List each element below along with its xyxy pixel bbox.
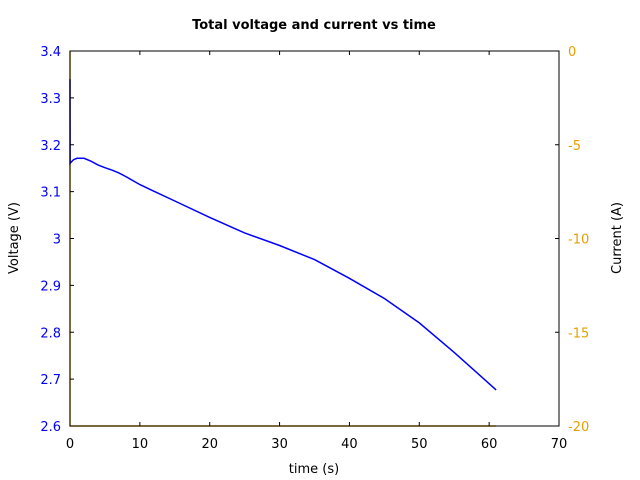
y2-tick-label: -20 bbox=[568, 420, 589, 435]
chart-title: Total voltage and current vs time bbox=[192, 18, 436, 33]
y-tick-label: 2.8 bbox=[40, 326, 61, 341]
y2-tick-label: 0 bbox=[568, 45, 576, 60]
x-tick-label: 10 bbox=[132, 437, 149, 452]
voltage-series-line bbox=[69, 79, 497, 391]
y-tick-label: 3.4 bbox=[40, 45, 61, 60]
current-series-line bbox=[69, 51, 497, 427]
x-axis-label: time (s) bbox=[289, 462, 339, 477]
left-axis-ticks: 2.6 2.7 2.8 2.9 3 3.1 3.2 3.3 3.4 bbox=[40, 45, 74, 435]
x-tick-label: 40 bbox=[341, 437, 358, 452]
y-tick-label: 3.3 bbox=[40, 92, 61, 107]
x-tick-label: 60 bbox=[481, 437, 498, 452]
x-tick-label: 30 bbox=[271, 437, 288, 452]
x-tick-label: 70 bbox=[551, 437, 568, 452]
y2-tick-label: -10 bbox=[568, 233, 589, 248]
y-tick-label: 3.1 bbox=[40, 186, 61, 201]
right-axis-ticks: -20 -15 -10 -5 0 bbox=[555, 45, 589, 435]
x-tick-label: 0 bbox=[66, 437, 74, 452]
plot-frame bbox=[69, 50, 560, 427]
x-tick-label: 20 bbox=[201, 437, 218, 452]
y-axis-label: Voltage (V) bbox=[7, 202, 22, 274]
y2-tick-label: -5 bbox=[568, 139, 581, 154]
y-tick-label: 3 bbox=[53, 233, 61, 248]
y-tick-label: 2.6 bbox=[40, 420, 61, 435]
x-tick-label: 50 bbox=[411, 437, 428, 452]
y-tick-label: 3.2 bbox=[40, 139, 61, 154]
y2-axis-label: Current (A) bbox=[610, 202, 625, 274]
y-tick-label: 2.7 bbox=[40, 373, 61, 388]
bottom-axis-ticks: 0 10 20 30 40 50 60 70 bbox=[66, 51, 567, 452]
y-tick-label: 2.9 bbox=[40, 279, 61, 294]
y2-tick-label: -15 bbox=[568, 326, 589, 341]
